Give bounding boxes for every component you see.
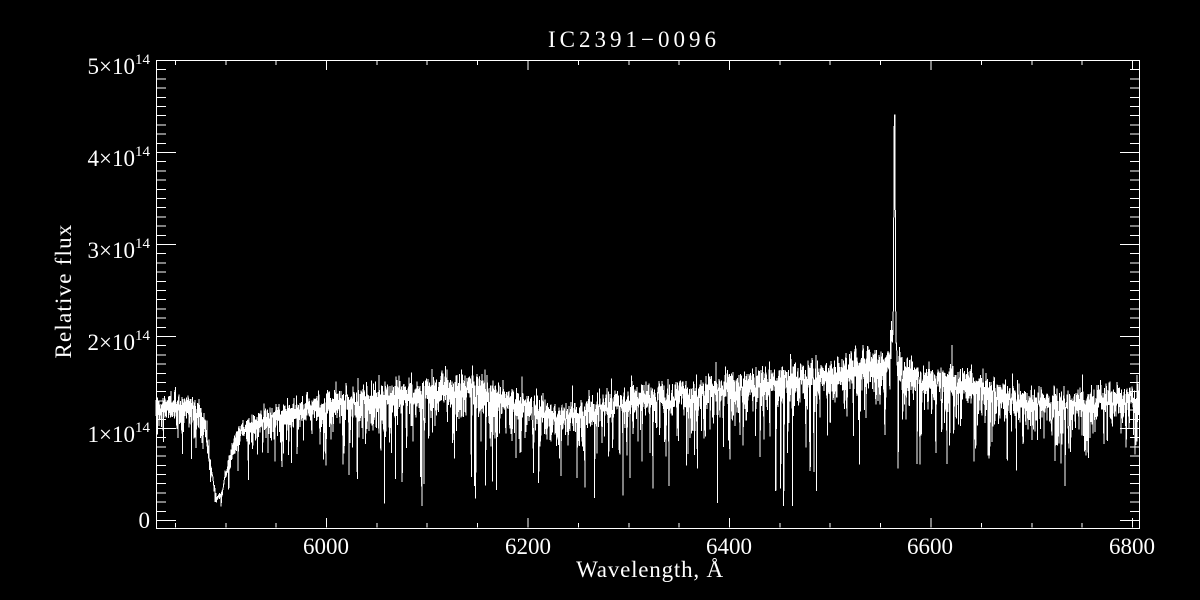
svg-text:6200: 6200 [505, 534, 551, 559]
svg-text:IC2391−0096: IC2391−0096 [548, 27, 720, 52]
svg-text:6800: 6800 [1109, 534, 1155, 559]
svg-text:Wavelength, Å: Wavelength, Å [576, 557, 724, 582]
svg-text:Relative flux: Relative flux [51, 223, 76, 358]
svg-text:6000: 6000 [303, 534, 349, 559]
svg-text:6400: 6400 [706, 534, 752, 559]
svg-text:6600: 6600 [907, 534, 953, 559]
svg-text:0: 0 [139, 508, 151, 533]
